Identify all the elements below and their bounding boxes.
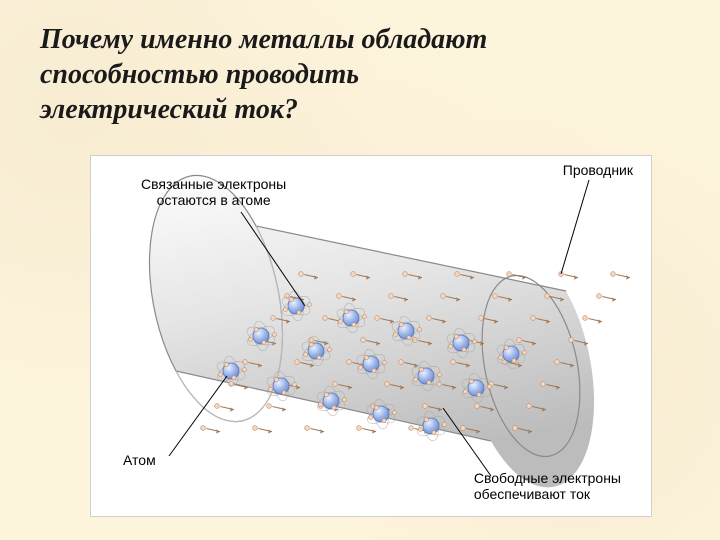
conductor-diagram [91,156,651,516]
cylinder [149,175,595,487]
label-atom: Атом [123,452,156,468]
label-bound-electrons: Связанные электроны остаются в атоме [141,176,286,208]
label-free-electrons: Свободные электроны обеспечивают ток [474,470,621,502]
diagram-panel: Проводник Связанные электроны остаются в… [90,155,652,517]
page-title: Почему именно металлы обладают способнос… [40,22,680,127]
label-conductor: Проводник [563,162,633,178]
